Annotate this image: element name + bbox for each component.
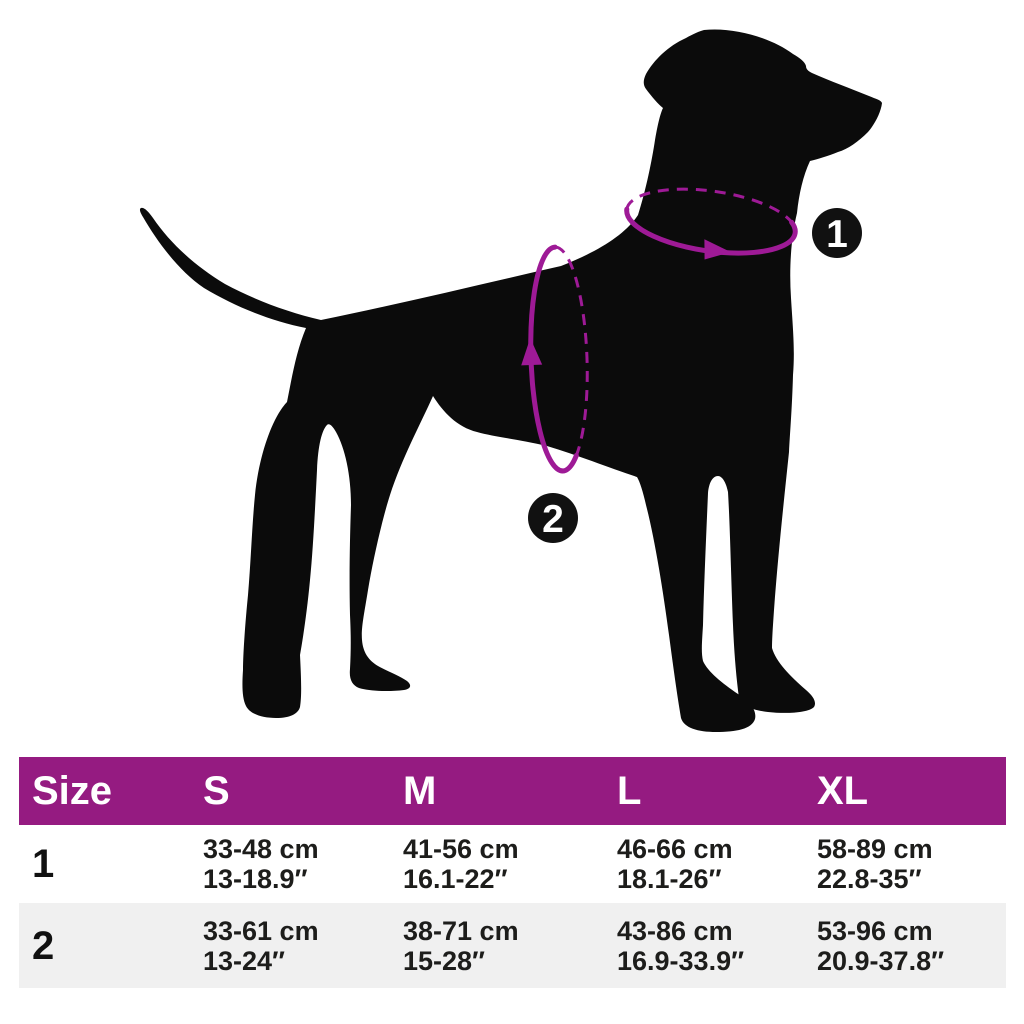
column-header-m: M [403,769,437,813]
cell-1-l: 46-66 cm 18.1-26″ [617,834,733,894]
arrow-up-icon [521,337,543,366]
arrow-right-icon [704,239,731,260]
cell-1-s: 33-48 cm 13-18.9″ [203,834,319,894]
chest-measure-solid-arc [528,244,579,474]
marker-2-circle [528,493,578,543]
size-table: Size S M L XL 1 33-48 cm 13-18.9″ 41-56 c… [19,757,1006,988]
cell-1-xl: 58-89 cm 22.8-35″ [817,834,933,894]
table-row-1: 1 33-48 cm 13-18.9″ 41-56 cm 16.1-22″ 46-6… [19,825,1006,903]
column-header-l: L [617,769,642,813]
column-header-s: S [203,769,230,813]
column-header-size: Size [32,769,113,813]
table-row-2: 2 33-61 cm 13-24″ 38-71 cm 15-28″ 43-86 cm… [19,903,1006,988]
cell-2-xl: 53-96 cm 20.9-37.8″ [817,915,945,976]
row-label: 2 [32,923,55,968]
cell-1-m: 41-56 cm 16.1-22″ [403,834,519,894]
dog-silhouette-image [139,29,883,732]
column-header-xl: XL [817,769,869,813]
row-label: 1 [32,842,55,886]
marker-1-label: 1 [826,213,848,256]
cell-2-s: 33-61 cm 13-24″ [203,915,319,976]
marker-2-label: 2 [542,498,564,541]
neck-measure-dashed-arc [625,187,793,224]
neck-measure-ellipse [624,187,798,260]
marker-1-circle [812,208,862,258]
marker-1: 1 [812,208,862,258]
chest-measure-ellipse [521,244,589,474]
marker-2: 2 [528,493,578,543]
cell-2-l: 43-86 cm 16.9-33.9″ [617,915,745,976]
cell-2-m: 38-71 cm 15-28″ [403,915,519,976]
size-table-header: Size S M L XL [19,757,1006,825]
